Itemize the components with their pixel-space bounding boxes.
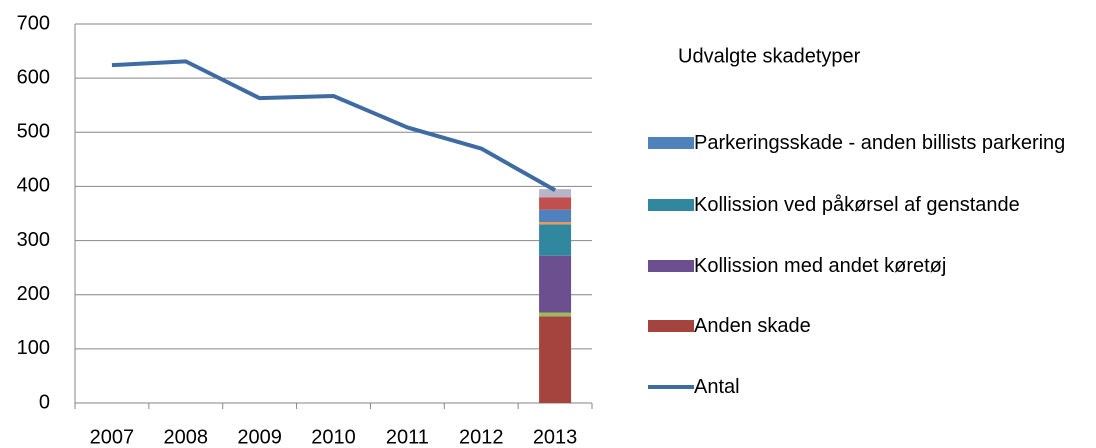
legend-entry: Kollission med andet køretøj [648,254,1086,278]
legend-swatch [648,137,694,149]
x-tick-label: 2013 [533,426,578,448]
bar-segment [539,189,572,198]
legend-label: Anden skade [694,315,811,337]
bar-segment [539,209,572,223]
y-tick-label: 600 [17,66,50,88]
bar-segment [539,312,572,317]
x-tick-label: 2011 [386,426,429,448]
legend-label: Antal [694,376,740,398]
y-tick-label: 400 [17,175,50,197]
y-tick-label: 100 [17,337,50,359]
legend-swatch [648,260,694,272]
bar-segment [539,255,572,313]
x-tick-label: 2009 [237,426,282,448]
x-tick-label: 2012 [459,426,504,448]
y-tick-label: 0 [39,391,50,413]
legend-swatch [648,385,694,389]
y-tick-label: 500 [17,121,50,143]
y-tick-label: 700 [17,12,50,34]
legend-swatch [648,199,694,211]
x-tick-label: 2010 [311,426,356,448]
x-tick-label: 2008 [164,426,209,448]
legend-label: Parkeringsskade - anden billists parkeri… [694,132,1066,154]
x-tick-label: 2007 [90,426,135,448]
line [111,59,557,192]
y-tick-label: 200 [17,283,50,305]
legend-entry: Antal [648,375,1086,399]
legend-entry: Parkeringsskade - anden billists parkeri… [648,131,1086,155]
bar-segment [539,222,572,225]
legend-label: Kollission ved påkørsel af genstande [694,194,1020,216]
bar-segment [539,316,572,403]
legend-entry: Kollission ved påkørsel af genstande [648,193,1086,217]
legend-swatch [648,320,694,332]
bar-segment [539,224,572,256]
bar-segment [539,197,572,210]
legend-title: Udvalgte skadetyper [678,45,861,67]
legend-label: Kollission med andet køretøj [694,255,947,277]
y-tick-label: 300 [17,229,50,251]
legend-entry: Anden skade [648,314,1086,338]
